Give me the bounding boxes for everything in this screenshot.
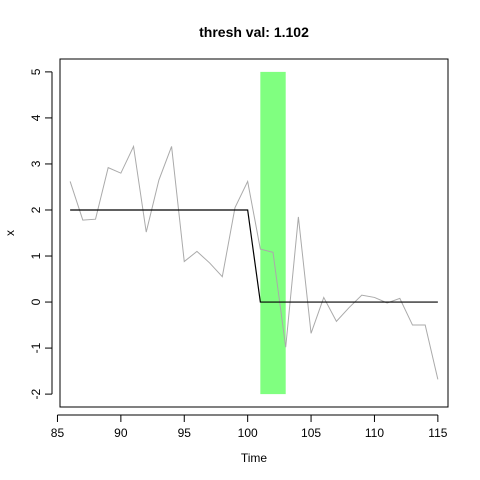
y-tick-label: -1: [29, 342, 43, 353]
x-tick-label: 85: [51, 426, 65, 440]
y-axis-label: x: [3, 230, 17, 236]
chart-title: thresh val: 1.102: [199, 24, 309, 40]
series-line-raw: [69, 144, 439, 380]
y-tick-label: 5: [29, 68, 43, 75]
x-axis-label: Time: [241, 451, 268, 465]
x-tick-label: 110: [365, 426, 384, 440]
y-axis: -2 -1 0 1 2 3 4 5: [29, 68, 53, 399]
y-tick-label: 2: [29, 206, 43, 213]
x-tick-label: 115: [428, 426, 447, 440]
highlight-band-layer: [260, 71, 286, 395]
plot-frame: [59, 58, 449, 408]
y-tick-label: 4: [29, 114, 43, 121]
y-tick-label: 0: [29, 298, 43, 305]
x-axis: 85 90 95 100 105 110 115: [51, 414, 448, 440]
y-tick-label: 3: [29, 160, 43, 167]
x-tick-label: 95: [178, 426, 192, 440]
y-tick-label: -2: [29, 388, 43, 399]
x-tick-label: 100: [238, 426, 258, 440]
x-tick-label: 105: [301, 426, 321, 440]
highlight-band: [260, 71, 286, 395]
x-tick-label: 90: [114, 426, 128, 440]
series-layer: [69, 144, 439, 380]
y-tick-label: 1: [29, 252, 43, 259]
series-line-fitted: [70, 209, 438, 303]
